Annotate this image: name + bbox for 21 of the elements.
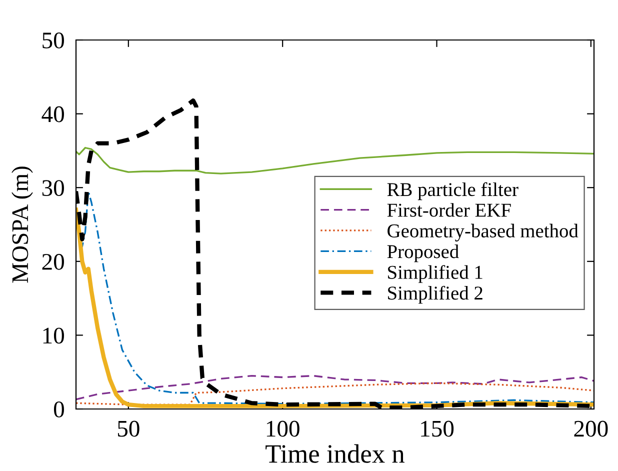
legend-label: Simplified 1 — [388, 265, 482, 283]
legend-label: RB particle filter — [387, 182, 518, 200]
line-series — [76, 146, 594, 174]
y-tick-label: 40 — [42, 106, 64, 122]
legend-label: Simplified 2 — [388, 286, 482, 304]
legend-label: Geometry-based method — [388, 224, 578, 242]
x-axis-title: Time index n — [266, 444, 404, 463]
y-tick-label: 50 — [42, 32, 64, 48]
legend-label: Proposed — [387, 244, 459, 262]
y-axis-title: MOSPA (m) — [12, 166, 33, 283]
y-tick-label: 30 — [42, 180, 64, 196]
x-tick-label: 200 — [574, 420, 608, 437]
x-tick-label: 100 — [266, 420, 300, 437]
y-tick-label: 0 — [54, 401, 64, 418]
line-series — [76, 374, 594, 400]
x-tick-label: 150 — [421, 420, 454, 437]
line-series — [76, 382, 594, 406]
x-tick-label: 50 — [118, 420, 140, 437]
y-tick-label: 20 — [42, 254, 64, 270]
legend-label: First-order EKF — [387, 203, 511, 217]
y-tick-label: 10 — [43, 328, 64, 344]
